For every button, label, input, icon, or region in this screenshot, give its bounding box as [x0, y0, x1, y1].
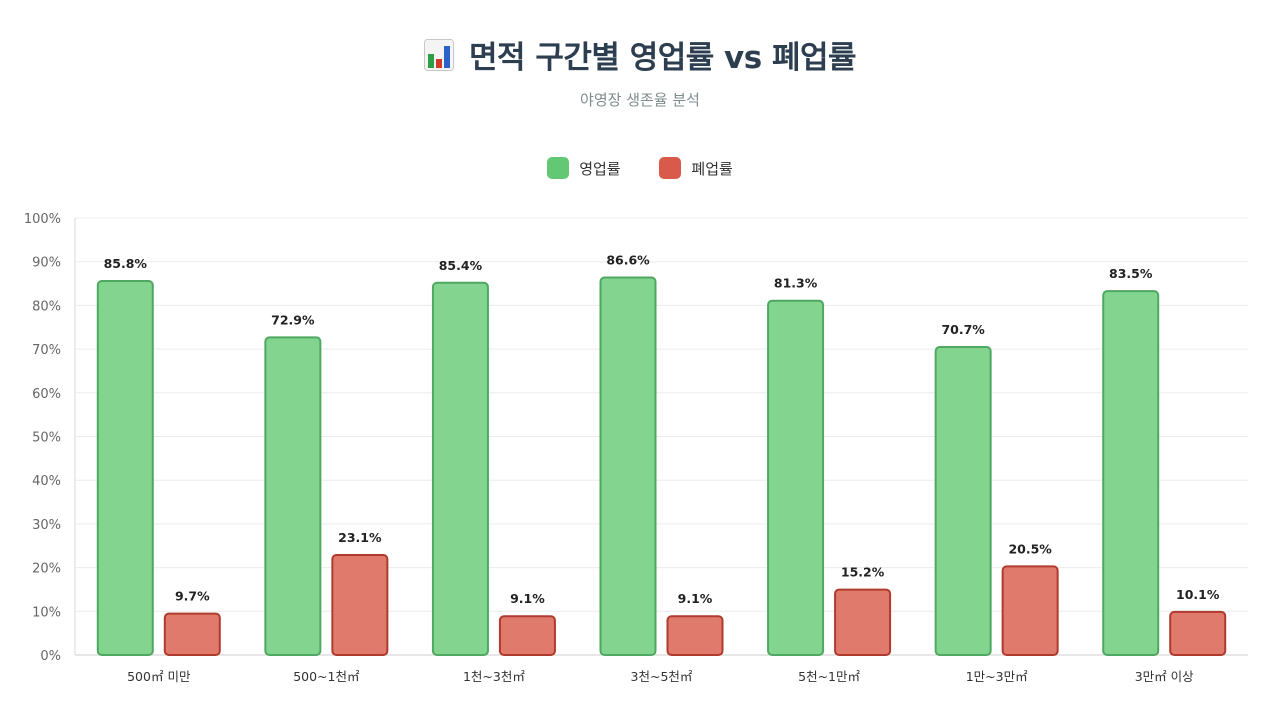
- x-tick-label: 1천~3천㎡: [463, 669, 525, 684]
- bar-value-label: 83.5%: [1109, 266, 1153, 281]
- y-tick-label: 50%: [32, 431, 61, 446]
- bar-chart-icon: [423, 38, 454, 71]
- bar-closed: [331, 554, 389, 656]
- legend-swatch-closed: [659, 157, 682, 179]
- legend-item-closed[interactable]: 폐업률: [659, 157, 733, 179]
- bar-closed: [163, 612, 221, 657]
- bar-closed: [1001, 565, 1059, 656]
- legend-label-open: 영업률: [579, 159, 621, 178]
- x-tick-label: 500㎡ 미만: [127, 669, 191, 684]
- bar-value-label: 9.1%: [510, 591, 545, 606]
- bar-value-label: 86.6%: [606, 253, 650, 268]
- x-tick-label: 3만㎡ 이상: [1135, 669, 1194, 684]
- bar-value-label: 15.2%: [841, 565, 885, 580]
- title-row: 면적 구간별 영업률 vs 폐업률: [0, 32, 1280, 76]
- bar-open: [1102, 290, 1160, 656]
- bar-open: [264, 336, 322, 656]
- bar-value-label: 72.9%: [271, 312, 315, 327]
- x-tick-label: 5천~1만㎡: [798, 669, 860, 684]
- bar-value-label: 70.7%: [941, 322, 985, 337]
- y-tick-label: 90%: [32, 256, 61, 271]
- chart-title: 면적 구간별 영업률 vs 폐업률: [469, 40, 857, 76]
- bar-value-label: 9.1%: [678, 591, 713, 606]
- bar-closed: [498, 615, 556, 656]
- y-tick-label: 100%: [24, 212, 61, 227]
- bar-value-label: 20.5%: [1008, 541, 1052, 556]
- bar-value-label: 85.8%: [104, 256, 148, 271]
- bar-closed: [666, 615, 724, 656]
- bar-open: [767, 299, 825, 656]
- y-tick-label: 60%: [32, 387, 61, 402]
- bar-value-label: 23.1%: [338, 530, 382, 545]
- x-tick-label: 1만~3만㎡: [966, 669, 1028, 684]
- legend: 영업률 폐업률: [0, 157, 1280, 179]
- x-tick-label: 3천~5천㎡: [631, 669, 693, 684]
- bar-open: [96, 280, 154, 656]
- bar-value-label: 85.4%: [439, 258, 483, 273]
- y-tick-label: 20%: [32, 562, 61, 577]
- bar-value-label: 81.3%: [774, 276, 818, 291]
- x-tick-label: 500~1천㎡: [293, 669, 360, 684]
- bar-closed: [1169, 610, 1227, 656]
- y-tick-label: 0%: [40, 649, 61, 664]
- legend-swatch-open: [547, 157, 570, 179]
- bar-open: [934, 346, 992, 656]
- bar-value-label: 10.1%: [1176, 587, 1220, 602]
- y-tick-label: 70%: [32, 343, 61, 358]
- y-tick-label: 10%: [32, 605, 61, 620]
- y-tick-label: 80%: [32, 299, 61, 314]
- bar-value-label: 9.7%: [175, 589, 210, 604]
- y-tick-label: 30%: [32, 518, 61, 533]
- bar-open: [431, 281, 489, 656]
- legend-item-open[interactable]: 영업률: [547, 157, 621, 179]
- chart-subtitle: 야영장 생존율 분석: [580, 91, 700, 109]
- y-tick-label: 40%: [32, 474, 61, 489]
- legend-label-closed: 폐업률: [691, 159, 733, 178]
- bar-open: [599, 276, 657, 656]
- bar-closed: [834, 588, 892, 656]
